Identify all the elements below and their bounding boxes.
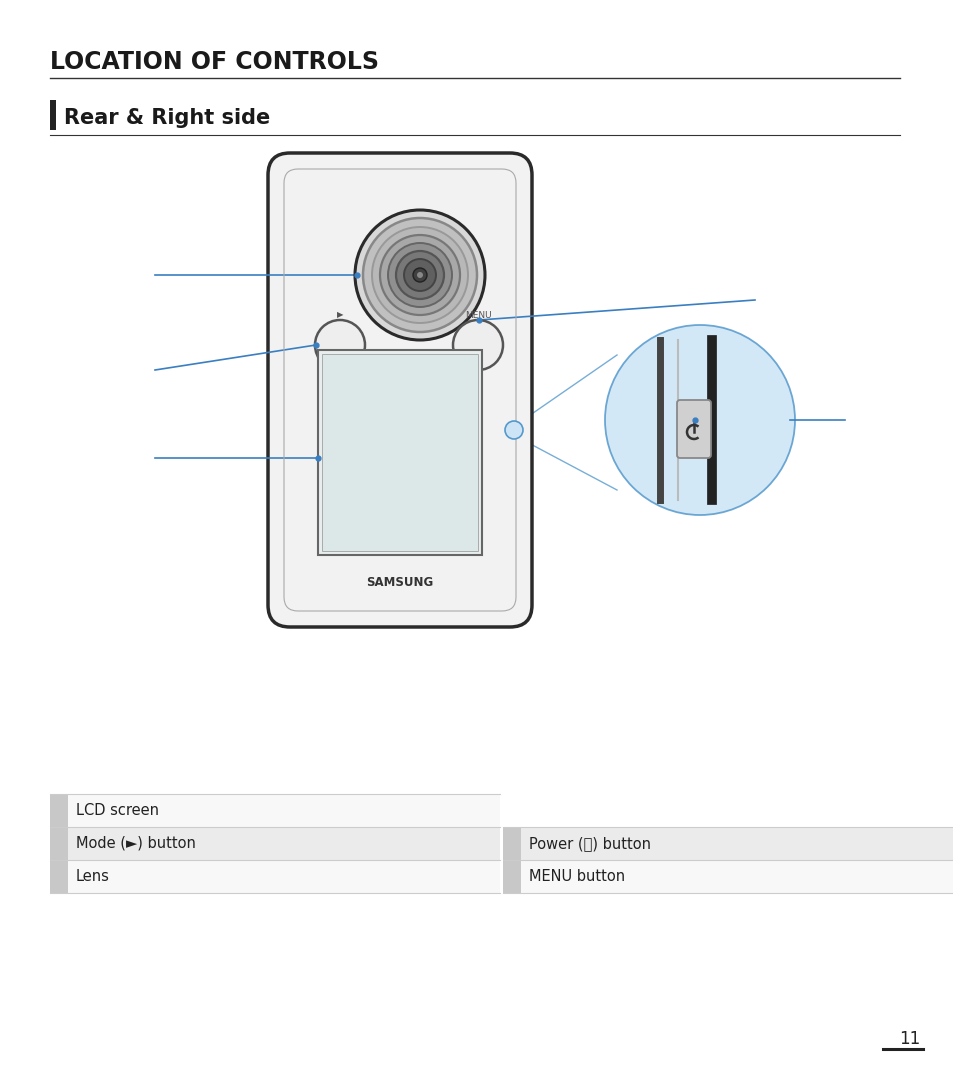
Text: LOCATION OF CONTROLS: LOCATION OF CONTROLS [50,50,378,74]
Bar [50,827,68,860]
Text: Power (⏻) button: Power (⏻) button [529,836,650,851]
Bar [50,794,499,827]
Bar [50,827,499,860]
Circle shape [604,325,794,515]
Circle shape [372,227,468,323]
Text: SAMSUNG: SAMSUNG [366,576,434,589]
Circle shape [453,320,502,370]
Text: ▶: ▶ [336,311,343,320]
FancyBboxPatch shape [268,153,532,627]
Bar [50,100,56,130]
Circle shape [403,259,436,291]
Circle shape [416,272,422,278]
Circle shape [379,235,459,315]
Text: Mode (►) button: Mode (►) button [76,836,195,851]
Text: 11: 11 [898,1030,919,1048]
Text: LCD screen: LCD screen [76,803,159,818]
Bar [502,860,520,894]
Circle shape [395,251,443,299]
Circle shape [504,421,522,439]
Circle shape [413,268,427,281]
Text: Rear & Right side: Rear & Right side [64,108,270,128]
Text: MENU button: MENU button [529,870,624,884]
Circle shape [363,218,476,332]
Bar [50,794,68,827]
Bar [317,350,481,555]
Bar [50,860,499,894]
Circle shape [314,320,365,370]
Bar [502,827,952,860]
Circle shape [388,243,452,307]
Bar [502,860,952,894]
Text: Lens: Lens [76,870,110,884]
Circle shape [355,209,484,340]
Text: MENU: MENU [464,311,491,320]
Bar [50,860,68,894]
Bar [322,353,477,551]
Bar [502,827,520,860]
FancyBboxPatch shape [677,400,710,458]
